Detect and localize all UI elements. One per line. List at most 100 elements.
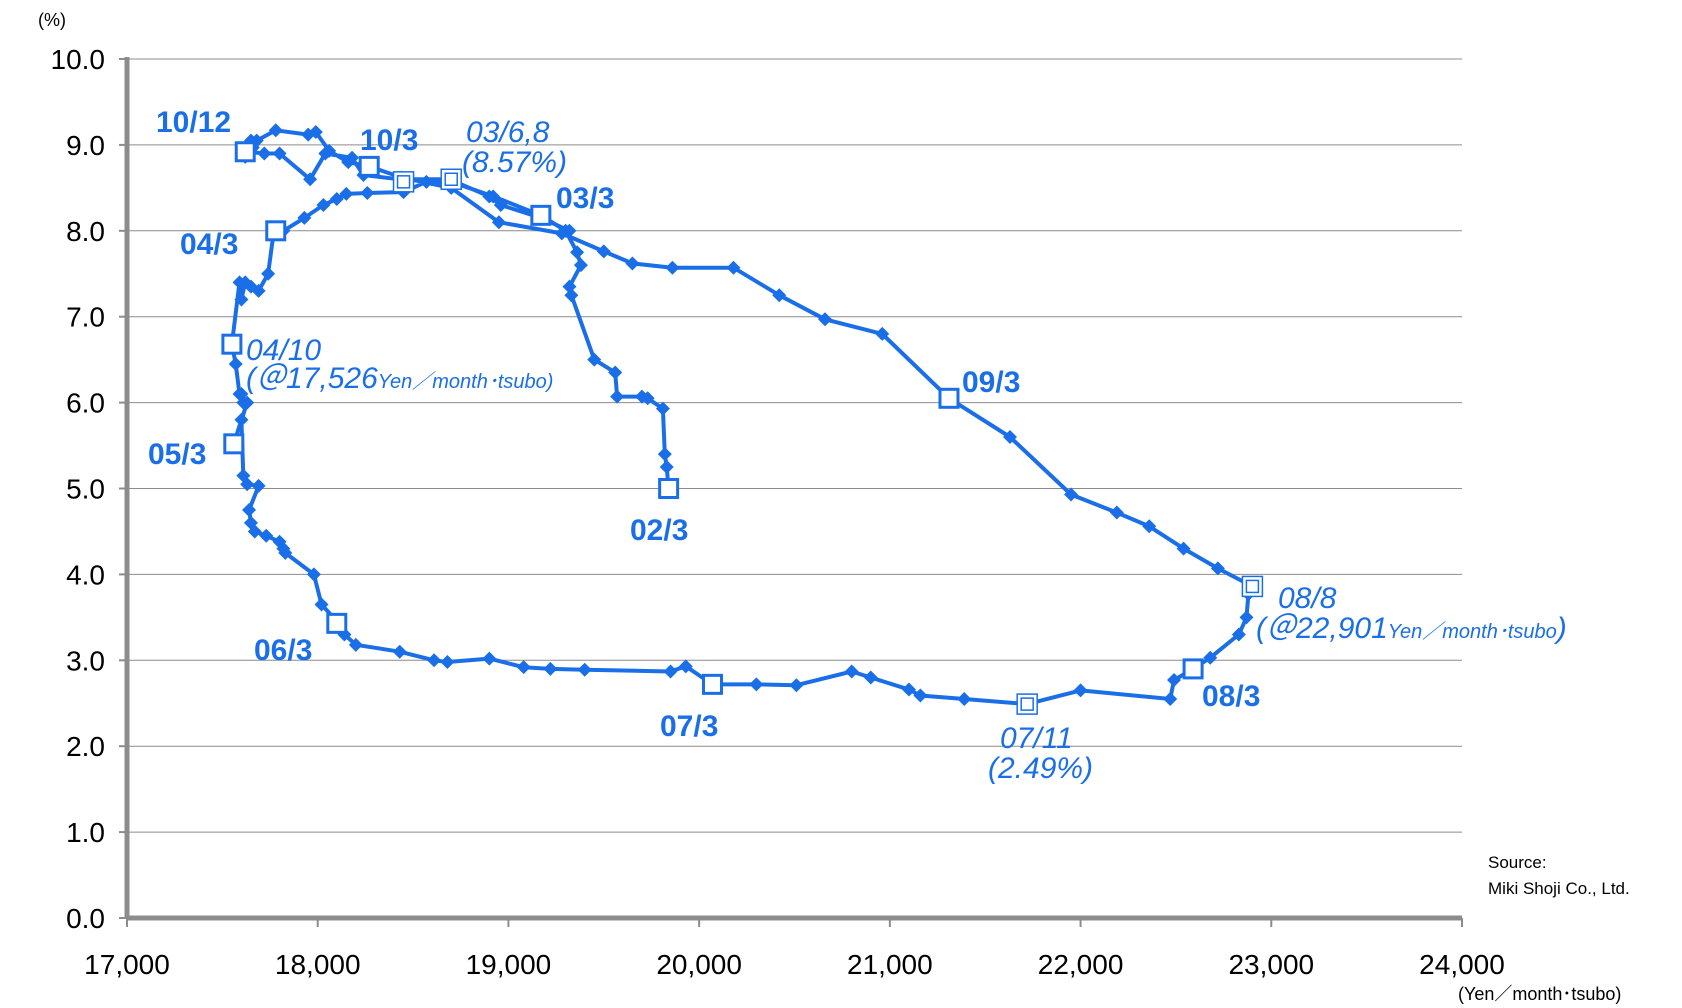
data-point	[1167, 673, 1182, 688]
y-tick-label: 2.0	[66, 731, 105, 762]
data-point	[297, 210, 312, 225]
annotation-09-3: 09/3	[962, 366, 1020, 399]
data-point	[493, 198, 508, 213]
annotation-03-6-8: 03/6,8	[466, 116, 550, 149]
x-tick-label: 21,000	[847, 949, 933, 980]
data-point	[306, 567, 321, 582]
data-point	[345, 150, 360, 165]
x-tick-label: 18,000	[275, 949, 361, 980]
annotation-10-3: 10/3	[360, 124, 418, 157]
grid-lines	[127, 58, 1462, 833]
x-axis-unit: (Yen／month･tsubo)	[1458, 984, 1621, 1004]
data-point	[329, 192, 344, 207]
double-square-marker-inner	[1245, 579, 1260, 594]
data-point	[301, 127, 316, 142]
annotation-02-3: 02/3	[630, 514, 688, 547]
square-marker	[326, 612, 348, 634]
axes	[119, 57, 1463, 927]
data-point	[234, 292, 249, 307]
data-point	[348, 637, 363, 652]
data-point	[1176, 541, 1191, 556]
data-point	[678, 659, 693, 674]
data-point	[1003, 429, 1018, 444]
data-point	[482, 651, 497, 666]
x-tick-label: 24,000	[1419, 949, 1505, 980]
data-point	[659, 460, 674, 475]
data-point	[657, 447, 672, 462]
annotation-07-11-value: (2.49%)	[988, 752, 1093, 785]
data-point	[440, 655, 455, 670]
y-tick-label: 8.0	[66, 216, 105, 247]
square-marker	[1182, 658, 1204, 680]
data-point	[316, 198, 331, 213]
y-tick-label: 6.0	[66, 388, 105, 419]
data-point	[1142, 519, 1157, 534]
y-tick-label: 9.0	[66, 130, 105, 161]
annotation-05-3: 05/3	[148, 438, 206, 471]
data-point	[232, 275, 247, 290]
source-name: Miki Shoji Co., Ltd.	[1488, 879, 1630, 898]
annotation-04-10-price: (＠17,526Yen／month･tsubo)	[246, 362, 553, 395]
data-point	[625, 256, 640, 271]
x-tick-label: 23,000	[1228, 949, 1314, 980]
data-point	[655, 401, 670, 416]
annotation-08-8-price-unit: Yen／month･tsubo	[1388, 621, 1557, 643]
data-point	[1239, 610, 1254, 625]
data-point	[1210, 561, 1225, 576]
data-point	[278, 545, 293, 560]
data-point	[663, 664, 678, 679]
square-marker	[358, 155, 380, 177]
data-point	[491, 215, 506, 230]
data-point	[243, 515, 258, 530]
data-point	[789, 678, 804, 693]
annotation-10-12: 10/12	[156, 106, 231, 139]
data-point	[228, 356, 243, 371]
data-point	[577, 662, 592, 677]
data-point	[268, 123, 283, 138]
annotation-06-3: 06/3	[254, 634, 312, 667]
data-point	[844, 664, 859, 679]
annotation-04-10: 04/10	[246, 334, 321, 367]
data-point	[242, 502, 257, 517]
data-point	[1064, 487, 1079, 502]
square-marker	[530, 204, 552, 226]
data-point	[1109, 505, 1124, 520]
y-tick-label: 0.0	[66, 903, 105, 934]
data-point	[596, 244, 611, 259]
data-point	[240, 477, 255, 492]
data-point	[1163, 691, 1178, 706]
data-point	[318, 146, 333, 161]
data-point	[610, 389, 625, 404]
data-point	[272, 146, 287, 161]
source-label: Source:	[1488, 853, 1547, 872]
y-axis-unit: (%)	[38, 10, 66, 30]
data-point	[257, 146, 272, 161]
annotation-08-8-price-value: (＠22,901	[1256, 612, 1388, 645]
annotation-08-8-price: (＠22,901Yen／month･tsubo)	[1256, 612, 1567, 645]
data-point	[240, 395, 255, 410]
data-point	[957, 691, 972, 706]
annotation-04-10-price-unit: Yen／month･tsubo)	[378, 371, 554, 393]
data-point	[573, 258, 588, 273]
annotation-08-8-price-close: )	[1554, 612, 1567, 645]
square-marker	[701, 673, 723, 695]
data-point	[251, 283, 266, 298]
annotation-07-3: 07/3	[660, 710, 718, 743]
y-tick-label: 7.0	[66, 302, 105, 333]
data-point	[314, 597, 329, 612]
data-point	[913, 688, 928, 703]
data-point	[427, 653, 442, 668]
square-marker	[265, 220, 287, 242]
data-point	[1073, 683, 1088, 698]
data-point	[665, 260, 680, 275]
data-point	[749, 677, 764, 692]
data-point	[247, 524, 262, 539]
y-tick-label: 4.0	[66, 559, 105, 590]
data-series	[229, 128, 1255, 707]
square-marker	[658, 478, 680, 499]
data-point	[634, 389, 649, 404]
data-point	[261, 266, 276, 281]
data-point	[339, 186, 354, 201]
data-point	[419, 174, 434, 189]
x-tick-label: 20,000	[656, 949, 742, 980]
